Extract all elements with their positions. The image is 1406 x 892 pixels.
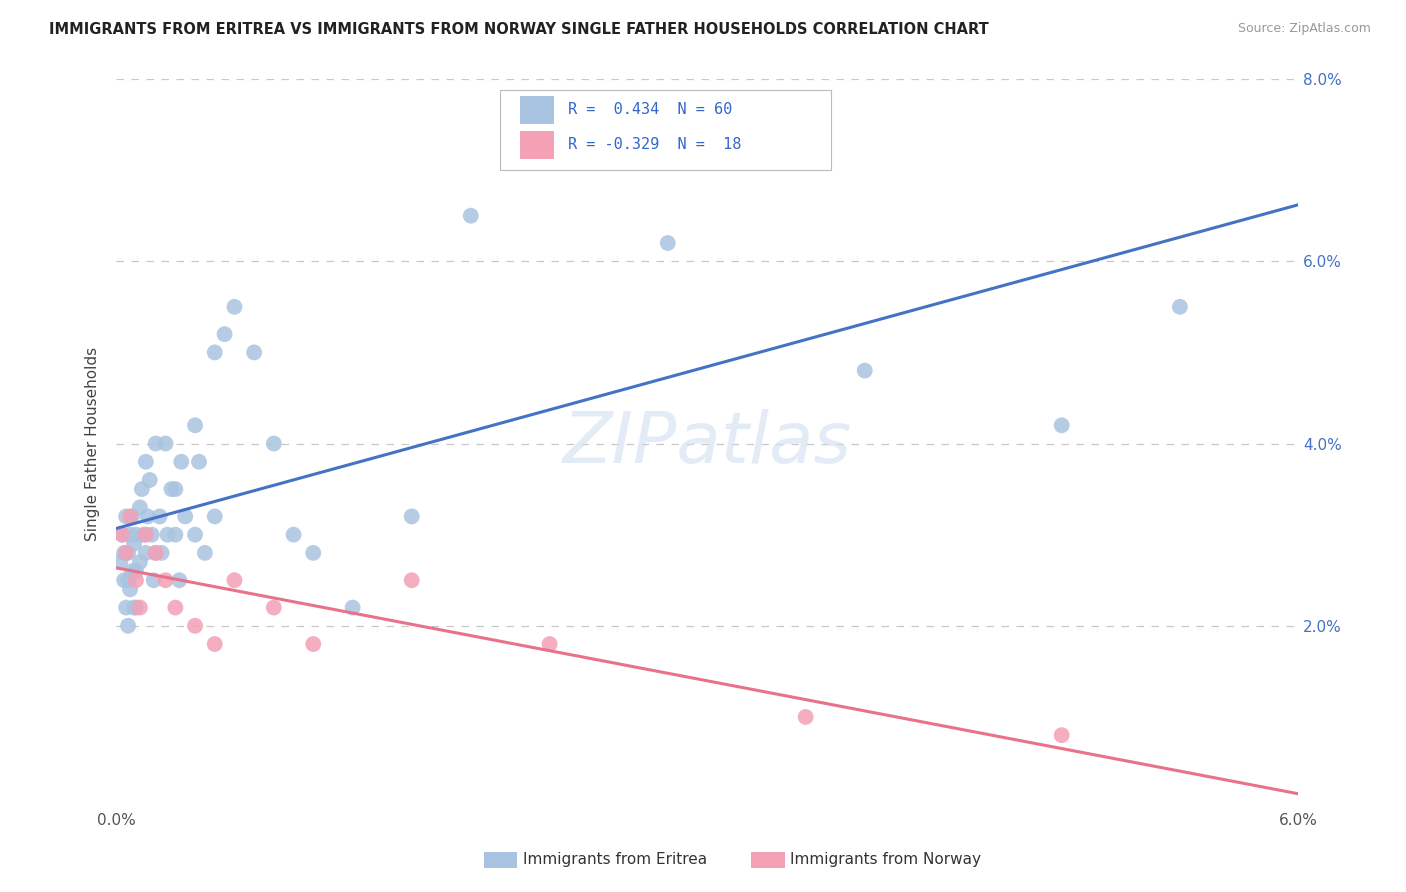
Point bbox=[160, 482, 183, 496]
Point bbox=[129, 500, 152, 515]
Point bbox=[184, 527, 207, 541]
Point bbox=[188, 455, 211, 469]
Point bbox=[214, 327, 236, 342]
Point bbox=[135, 546, 157, 560]
Text: R =  0.434  N = 60: R = 0.434 N = 60 bbox=[568, 102, 733, 117]
Point bbox=[120, 527, 142, 541]
Y-axis label: Single Father Households: Single Father Households bbox=[86, 346, 100, 541]
Point bbox=[283, 527, 305, 541]
Point bbox=[115, 600, 138, 615]
Point bbox=[165, 527, 187, 541]
Point bbox=[132, 527, 155, 541]
Point bbox=[794, 710, 817, 724]
Point bbox=[156, 527, 179, 541]
Point bbox=[1050, 418, 1073, 433]
Point bbox=[145, 546, 167, 560]
Point bbox=[117, 573, 139, 587]
Point bbox=[112, 573, 135, 587]
Point bbox=[1168, 300, 1191, 314]
Point bbox=[342, 600, 364, 615]
Point bbox=[224, 300, 246, 314]
Point bbox=[263, 436, 285, 450]
Point bbox=[129, 600, 152, 615]
Point bbox=[538, 637, 561, 651]
Point bbox=[139, 473, 162, 487]
Point bbox=[108, 555, 131, 569]
Point bbox=[155, 573, 177, 587]
Point bbox=[117, 619, 139, 633]
Point bbox=[204, 637, 226, 651]
Point bbox=[224, 573, 246, 587]
Point bbox=[184, 418, 207, 433]
Point bbox=[538, 145, 561, 159]
Point bbox=[135, 455, 157, 469]
Text: Immigrants from Eritrea: Immigrants from Eritrea bbox=[523, 853, 707, 867]
Point bbox=[204, 345, 226, 359]
Point bbox=[121, 509, 143, 524]
Point bbox=[115, 546, 138, 560]
Text: R = -0.329  N =  18: R = -0.329 N = 18 bbox=[568, 137, 741, 153]
Point bbox=[169, 573, 191, 587]
Point bbox=[120, 509, 142, 524]
Text: Immigrants from Norway: Immigrants from Norway bbox=[790, 853, 981, 867]
Point bbox=[115, 509, 138, 524]
Bar bbox=[520, 96, 554, 124]
Point bbox=[194, 546, 217, 560]
Point bbox=[204, 509, 226, 524]
Point bbox=[135, 527, 157, 541]
Point bbox=[149, 509, 172, 524]
Point bbox=[401, 573, 423, 587]
Point bbox=[111, 527, 134, 541]
Point bbox=[184, 619, 207, 633]
Point bbox=[150, 546, 173, 560]
Point bbox=[117, 546, 139, 560]
Point bbox=[657, 235, 679, 250]
FancyBboxPatch shape bbox=[501, 90, 831, 170]
Point bbox=[125, 564, 148, 578]
Point bbox=[165, 482, 187, 496]
Point bbox=[263, 600, 285, 615]
Point bbox=[155, 436, 177, 450]
Point bbox=[122, 600, 145, 615]
Point bbox=[302, 637, 325, 651]
Point bbox=[460, 209, 482, 223]
Point bbox=[112, 546, 135, 560]
Point bbox=[125, 600, 148, 615]
Point bbox=[125, 527, 148, 541]
Point bbox=[121, 564, 143, 578]
Point bbox=[243, 345, 266, 359]
Point bbox=[125, 573, 148, 587]
Point bbox=[145, 546, 167, 560]
Point bbox=[174, 509, 197, 524]
Point bbox=[111, 527, 134, 541]
Point bbox=[122, 537, 145, 551]
Text: IMMIGRANTS FROM ERITREA VS IMMIGRANTS FROM NORWAY SINGLE FATHER HOUSEHOLDS CORRE: IMMIGRANTS FROM ERITREA VS IMMIGRANTS FR… bbox=[49, 22, 988, 37]
Point bbox=[302, 546, 325, 560]
Point bbox=[1050, 728, 1073, 742]
Point bbox=[141, 527, 163, 541]
Point bbox=[165, 600, 187, 615]
Point bbox=[131, 482, 153, 496]
Point bbox=[170, 455, 193, 469]
Point bbox=[145, 436, 167, 450]
Point bbox=[129, 555, 152, 569]
Bar bbox=[520, 131, 554, 159]
Point bbox=[142, 573, 165, 587]
Point bbox=[853, 363, 876, 377]
Point bbox=[120, 582, 142, 597]
Text: Source: ZipAtlas.com: Source: ZipAtlas.com bbox=[1237, 22, 1371, 36]
Point bbox=[136, 509, 159, 524]
Point bbox=[401, 509, 423, 524]
Text: ZIPatlas: ZIPatlas bbox=[562, 409, 852, 478]
